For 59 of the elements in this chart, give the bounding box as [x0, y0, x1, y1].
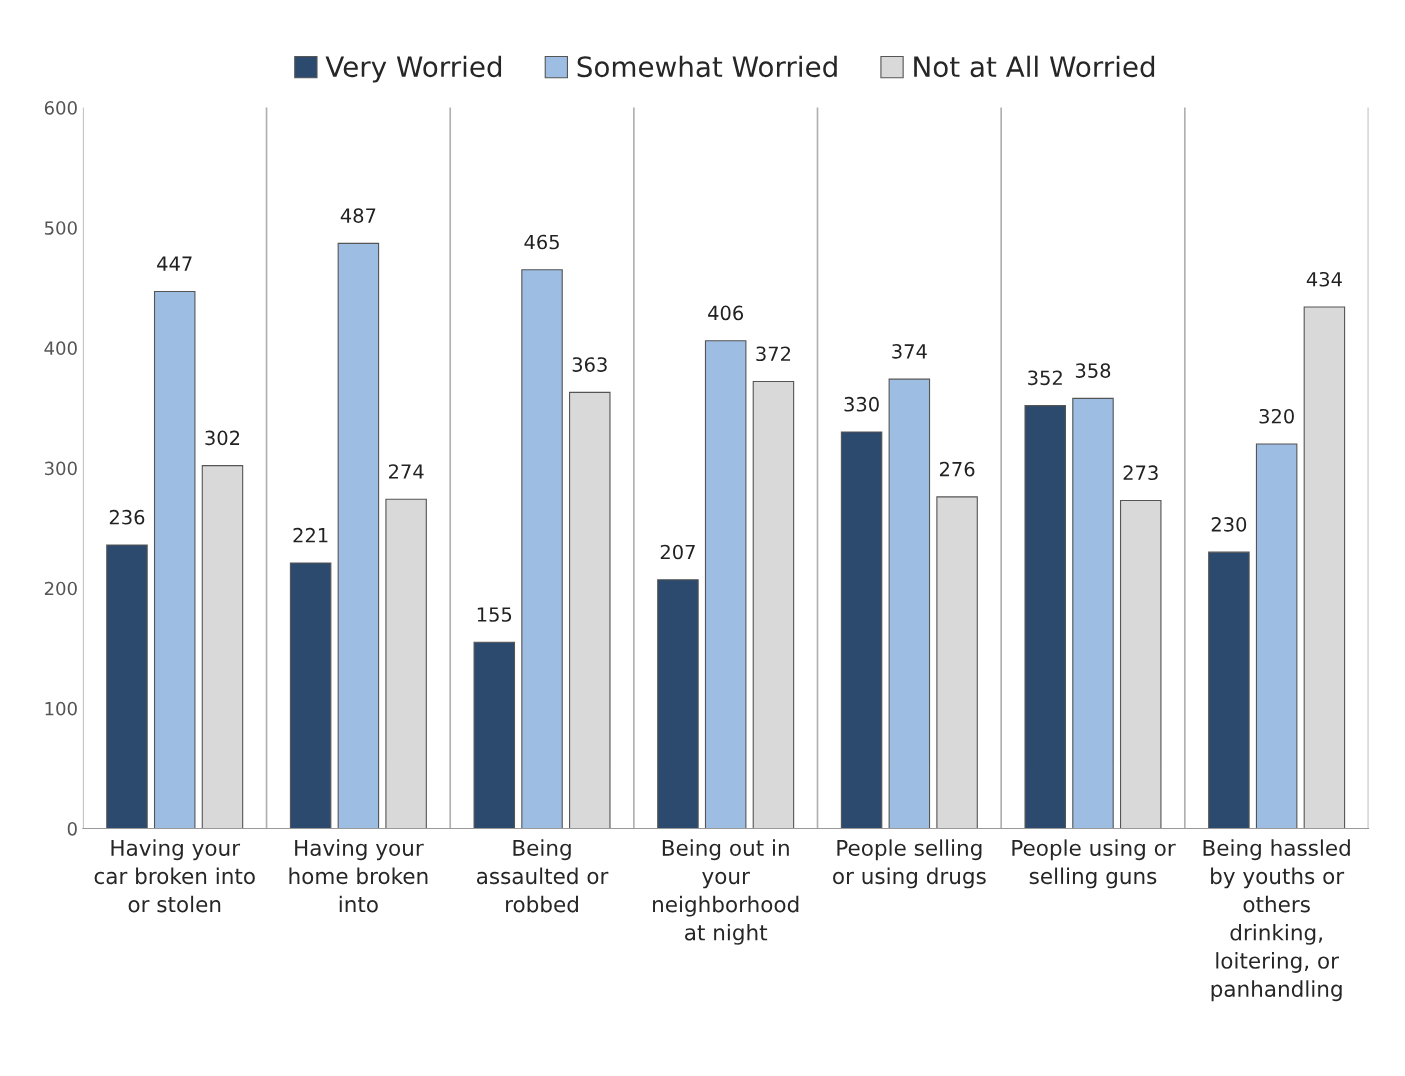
legend-label: Not at All Worried [914, 55, 1155, 78]
bar [1072, 397, 1114, 829]
y-tick-label: 400 [44, 341, 77, 356]
data-label: 207 [660, 544, 695, 560]
bar [704, 340, 747, 829]
data-label: 330 [844, 396, 879, 412]
data-label: 320 [1259, 408, 1294, 424]
data-label: 487 [340, 208, 376, 223]
bar [840, 431, 883, 829]
y-tick-label: 500 [44, 221, 77, 235]
data-label: 302 [205, 430, 240, 446]
y-tick-label: 300 [44, 461, 77, 476]
data-label: 221 [293, 527, 328, 543]
bar [106, 544, 148, 829]
bar [936, 496, 978, 829]
bar [888, 378, 931, 829]
bar [337, 242, 380, 829]
data-label: 465 [524, 234, 559, 250]
data-label: 434 [1306, 271, 1342, 287]
x-tick-label: People using or selling guns [1012, 839, 1176, 889]
data-label: 358 [1075, 363, 1111, 378]
bar [752, 380, 795, 829]
bar [473, 641, 516, 829]
bar [1255, 443, 1298, 829]
bar [1303, 306, 1346, 829]
bar [289, 562, 332, 829]
legend-label: Somewhat Worried [577, 55, 837, 78]
data-label: 236 [109, 509, 145, 525]
bar [657, 579, 699, 829]
bar [385, 498, 427, 829]
bar [1208, 551, 1250, 829]
x-tick-label: Having your car broken into or stolen [94, 839, 255, 913]
bar [1024, 405, 1066, 829]
data-label: 273 [1123, 465, 1158, 481]
y-tick-label: 600 [44, 101, 77, 115]
legend-label: Very Worried [325, 55, 502, 83]
data-label: 374 [892, 344, 927, 359]
data-label: 352 [1028, 370, 1062, 386]
data-label: 155 [477, 607, 512, 622]
data-label: 363 [572, 357, 607, 372]
x-tick-label: Having your home broken into [289, 839, 428, 913]
data-label: 447 [157, 256, 192, 271]
data-label: 276 [939, 461, 975, 477]
y-tick-label: 0 [67, 821, 77, 836]
data-label: 274 [388, 464, 424, 479]
data-label: 406 [708, 305, 744, 321]
y-tick-label: 100 [45, 701, 77, 716]
data-label: 230 [1211, 517, 1247, 532]
bar [569, 391, 611, 829]
x-tick-label: Being out in your neighborhood at night [653, 839, 799, 945]
x-tick-label: Being hassled by youths or others drinking, loitering, or panhandling [1203, 839, 1350, 1002]
y-tick-label: 200 [44, 581, 77, 596]
data-label: 372 [756, 346, 791, 362]
x-tick-label: Being assaulted or robbed [476, 839, 609, 913]
bar [1119, 499, 1162, 829]
bar [201, 465, 244, 829]
bar [153, 290, 196, 829]
bar [521, 269, 563, 829]
x-tick-label: People selling or using drugs [833, 839, 986, 889]
